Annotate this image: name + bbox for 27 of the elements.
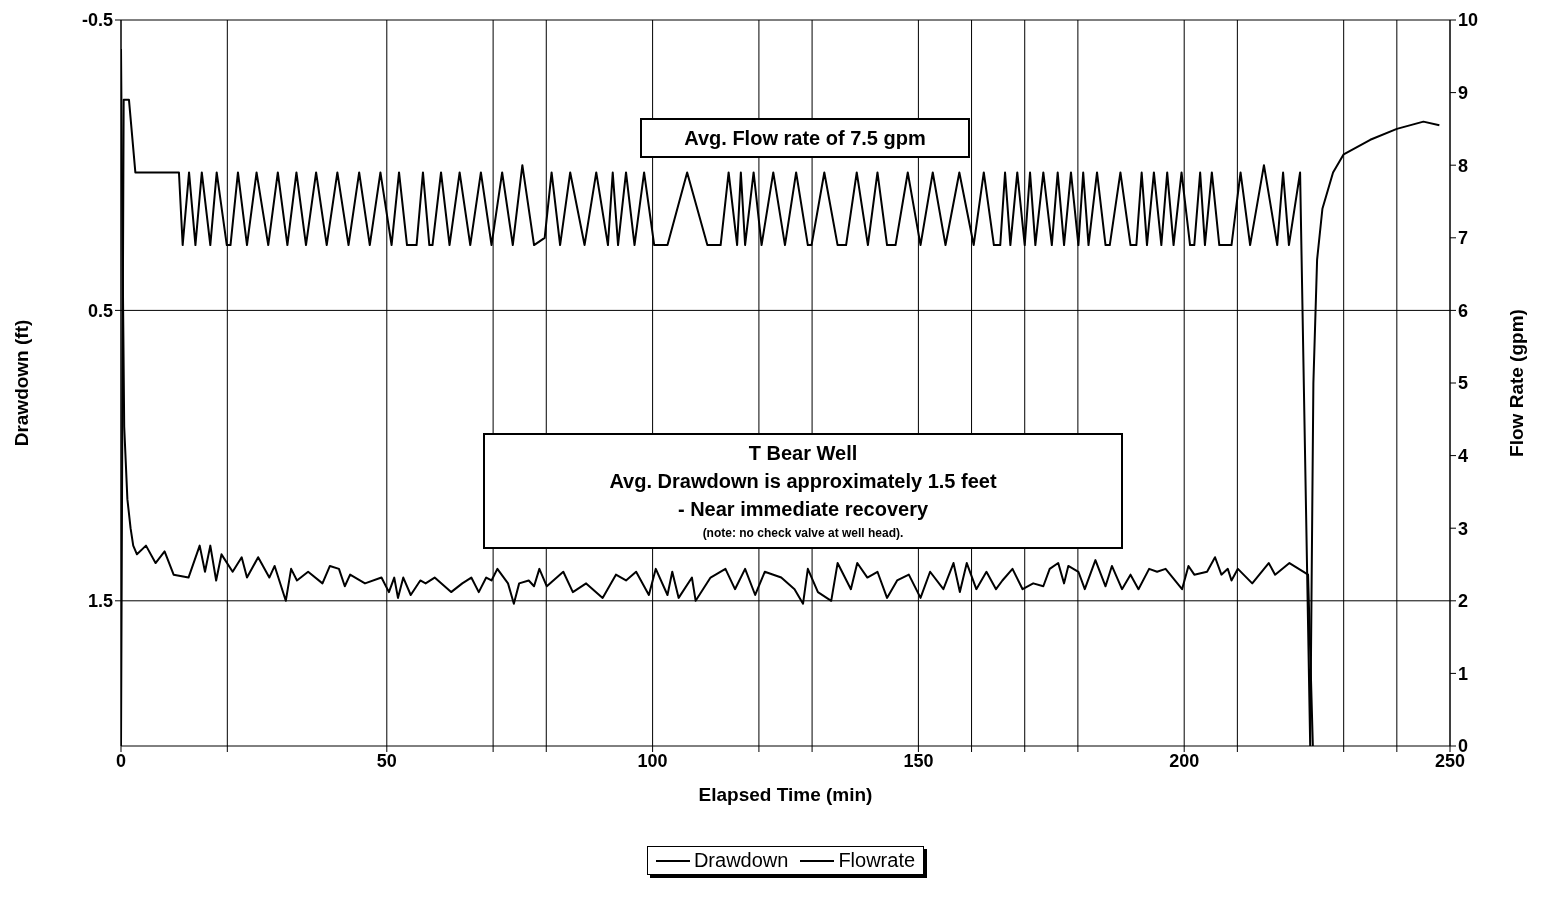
y-tick-label: -0.5	[81, 10, 113, 31]
note-box: Avg. Flow rate of 7.5 gpm	[640, 118, 970, 158]
y2-tick-label: 4	[1458, 445, 1469, 466]
y-tick-label: 0.5	[87, 300, 113, 321]
x-tick-label: 150	[903, 750, 934, 771]
y2-axis-title: Flow Rate (gpm)	[1505, 309, 1527, 457]
note-box: T Bear Well Avg. Drawdown is approximately 1.5 feet - Near immediate recovery (note: no check valve at well head).	[483, 433, 1123, 549]
y-tick-label: 1.5	[87, 591, 113, 612]
y2-tick-label: 10	[1458, 10, 1479, 31]
y2-tick-label: 7	[1458, 228, 1469, 249]
y2-tick-label: 3	[1458, 518, 1469, 539]
y-axis-title: Drawdown (ft)	[10, 319, 32, 447]
y2-tick-label: 1	[1458, 663, 1469, 684]
legend-label: Drawdown	[693, 849, 789, 872]
annotation: T Bear Well Avg. Drawdown is approximately 1.5 feet - Near immediate recovery (note: no check valve at well head).	[608, 441, 998, 542]
y2-tick-label: 6	[1458, 300, 1469, 321]
y2-tick-label: 2	[1458, 591, 1469, 612]
x-tick-label: 0	[115, 750, 127, 771]
y2-tick-label: 9	[1458, 82, 1469, 103]
x-tick-label: 100	[637, 750, 668, 771]
y2-tick-label: 5	[1458, 373, 1469, 394]
x-tick-label: 50	[376, 750, 397, 771]
x-axis-title: Elapsed Time (min)	[698, 784, 873, 805]
x-tick-label: 200	[1169, 750, 1200, 771]
legend-label: Flowrate	[838, 849, 916, 872]
annotation: Avg. Flow rate of 7.5 gpm	[683, 126, 927, 151]
y2-tick-label: 8	[1458, 155, 1469, 176]
